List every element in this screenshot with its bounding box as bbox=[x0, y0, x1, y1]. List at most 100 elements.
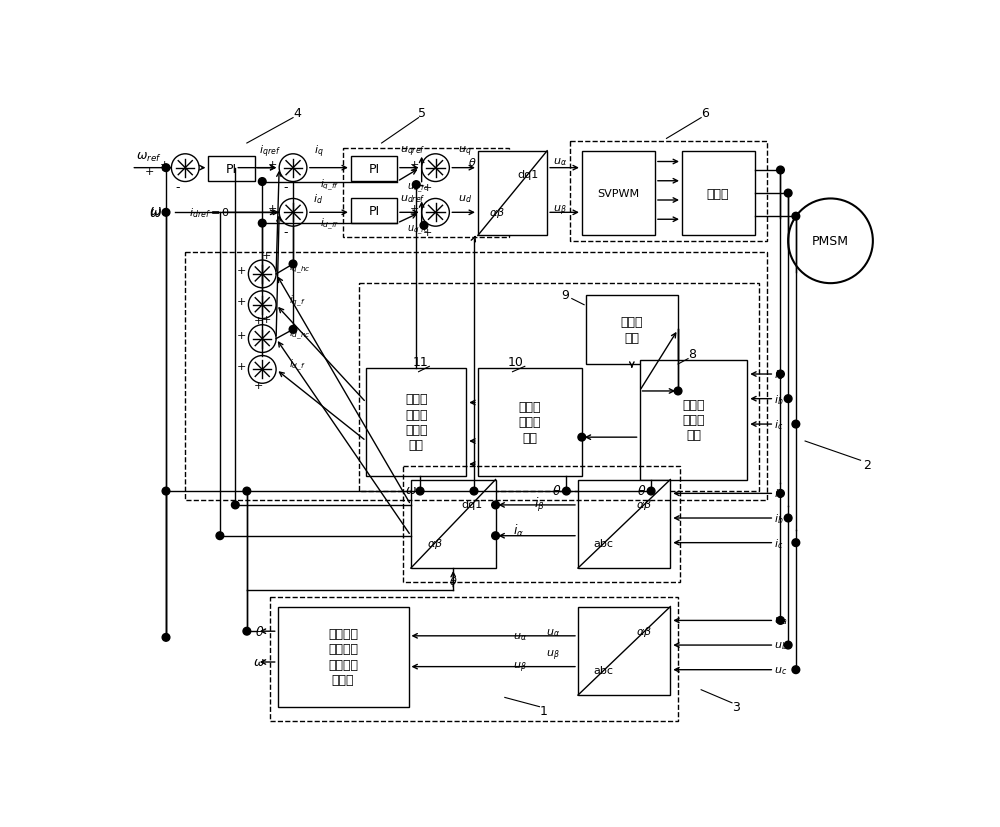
Circle shape bbox=[162, 488, 170, 495]
Bar bbox=[570, 141, 767, 241]
Circle shape bbox=[243, 628, 251, 635]
Text: 谐波电: 谐波电 bbox=[405, 393, 428, 406]
Bar bbox=[366, 368, 466, 476]
Circle shape bbox=[792, 213, 800, 221]
Text: $i_c$: $i_c$ bbox=[774, 536, 784, 550]
Text: $u_{qref}$: $u_{qref}$ bbox=[400, 145, 425, 159]
Circle shape bbox=[416, 488, 424, 495]
Text: 观测器: 观测器 bbox=[332, 673, 354, 686]
Text: $i_{d\_ff}$: $i_{d\_ff}$ bbox=[320, 217, 339, 232]
Bar bbox=[270, 598, 678, 720]
Text: +: + bbox=[160, 160, 169, 170]
Text: PI: PI bbox=[226, 163, 237, 175]
Text: PI: PI bbox=[368, 205, 379, 218]
Text: $i_a$: $i_a$ bbox=[774, 487, 784, 500]
Circle shape bbox=[563, 488, 570, 495]
Bar bbox=[478, 151, 547, 237]
Text: 势积分的: 势积分的 bbox=[328, 643, 358, 656]
Text: $u_{\alpha}$: $u_{\alpha}$ bbox=[513, 630, 527, 642]
Circle shape bbox=[216, 533, 224, 540]
Circle shape bbox=[289, 326, 297, 334]
Text: abc: abc bbox=[594, 666, 614, 676]
Text: 比例调: 比例调 bbox=[621, 316, 643, 329]
Text: $u_{\beta}$: $u_{\beta}$ bbox=[546, 648, 560, 662]
Circle shape bbox=[420, 222, 428, 230]
Text: 逆变器: 逆变器 bbox=[707, 188, 729, 200]
Text: $u_{\beta}$: $u_{\beta}$ bbox=[513, 660, 527, 674]
Text: +: + bbox=[261, 315, 271, 325]
Text: $\alpha\beta$: $\alpha\beta$ bbox=[636, 498, 653, 512]
Bar bbox=[478, 368, 582, 476]
Circle shape bbox=[470, 488, 478, 495]
Bar bbox=[351, 157, 397, 182]
Text: +: + bbox=[237, 265, 246, 275]
Circle shape bbox=[231, 501, 239, 509]
Bar bbox=[343, 149, 509, 237]
Text: 6: 6 bbox=[701, 107, 709, 120]
Text: PI: PI bbox=[368, 163, 379, 175]
Text: -: - bbox=[175, 181, 180, 194]
Text: SVPWM: SVPWM bbox=[597, 189, 639, 198]
Circle shape bbox=[258, 220, 266, 227]
Text: 1: 1 bbox=[539, 704, 547, 717]
Text: $i_b$: $i_b$ bbox=[774, 511, 784, 525]
Text: 压补偿: 压补偿 bbox=[405, 408, 428, 421]
Text: $i_{d\_hc}$: $i_{d\_hc}$ bbox=[289, 326, 311, 342]
Text: $i_a$: $i_a$ bbox=[774, 368, 784, 381]
Text: $\theta$: $\theta$ bbox=[468, 156, 477, 169]
Text: 4: 4 bbox=[293, 107, 301, 120]
Text: $i_q$: $i_q$ bbox=[314, 143, 323, 160]
Circle shape bbox=[162, 165, 170, 172]
Text: +: + bbox=[410, 204, 419, 214]
Bar bbox=[185, 253, 767, 500]
Circle shape bbox=[784, 514, 792, 522]
Text: 10: 10 bbox=[508, 356, 524, 369]
Text: 节器: 节器 bbox=[624, 331, 639, 344]
Text: +: + bbox=[144, 166, 154, 176]
Text: +: + bbox=[268, 160, 277, 170]
Text: 2: 2 bbox=[863, 458, 871, 471]
Text: $i_{q\_hc}$: $i_{q\_hc}$ bbox=[289, 261, 311, 276]
Text: $u_{dref}$: $u_{dref}$ bbox=[400, 194, 425, 205]
Text: 模块: 模块 bbox=[522, 431, 537, 444]
Circle shape bbox=[777, 490, 784, 498]
Text: $u_{q\_fc}$: $u_{q\_fc}$ bbox=[407, 181, 429, 194]
Text: $\omega$: $\omega$ bbox=[149, 203, 162, 218]
Text: $u_d$: $u_d$ bbox=[458, 194, 472, 205]
Circle shape bbox=[492, 501, 499, 509]
Circle shape bbox=[777, 167, 784, 174]
Text: $i_{q\_f}$: $i_{q\_f}$ bbox=[289, 293, 306, 308]
Text: 3: 3 bbox=[732, 700, 740, 714]
Text: $i_{\alpha}$: $i_{\alpha}$ bbox=[513, 522, 524, 538]
Text: $i_{qref}$: $i_{qref}$ bbox=[259, 143, 281, 160]
Text: $i_b$: $i_b$ bbox=[774, 392, 784, 406]
Text: 量计算: 量计算 bbox=[405, 423, 428, 437]
Circle shape bbox=[258, 179, 266, 186]
Text: $\omega$: $\omega$ bbox=[253, 656, 265, 669]
Bar bbox=[351, 199, 397, 224]
Bar bbox=[582, 151, 655, 237]
Text: 模块: 模块 bbox=[409, 439, 424, 452]
Circle shape bbox=[578, 434, 586, 442]
Text: $u_{d\_fc}$: $u_{d\_fc}$ bbox=[407, 223, 429, 237]
Circle shape bbox=[792, 539, 800, 547]
Text: $u_q$: $u_q$ bbox=[458, 145, 472, 159]
Text: 5: 5 bbox=[418, 107, 426, 120]
Text: $\theta$: $\theta$ bbox=[552, 483, 562, 497]
Text: +: + bbox=[237, 361, 246, 371]
Text: 11: 11 bbox=[412, 356, 428, 369]
Text: 流调节: 流调节 bbox=[518, 416, 541, 428]
Text: $\omega_{ref}$: $\omega_{ref}$ bbox=[136, 151, 162, 164]
Bar bbox=[578, 480, 670, 568]
Circle shape bbox=[784, 395, 792, 403]
Text: $i_c$: $i_c$ bbox=[774, 418, 784, 432]
Circle shape bbox=[647, 488, 655, 495]
Text: 基于反电: 基于反电 bbox=[328, 627, 358, 640]
Text: 位置速度: 位置速度 bbox=[328, 658, 358, 671]
Circle shape bbox=[492, 533, 499, 540]
Text: $\alpha\beta$: $\alpha\beta$ bbox=[489, 205, 505, 219]
Text: $u_{\alpha}$: $u_{\alpha}$ bbox=[546, 626, 560, 638]
Text: dq1: dq1 bbox=[461, 500, 482, 509]
Text: $u_c$: $u_c$ bbox=[774, 664, 788, 676]
Text: abc: abc bbox=[594, 538, 614, 548]
